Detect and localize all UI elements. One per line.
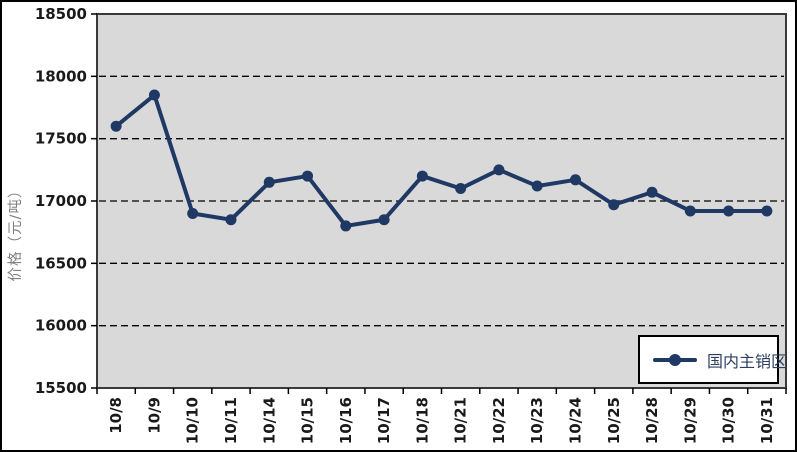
x-tick-label: 10/10 (184, 397, 202, 444)
data-point (225, 214, 237, 226)
x-tick-label: 10/25 (605, 397, 623, 444)
x-tick-label: 10/18 (413, 397, 431, 444)
x-tick-label: 10/24 (566, 397, 584, 444)
legend-point-icon (669, 353, 681, 366)
y-tick-label: 18000 (35, 67, 87, 85)
x-tick-label: 10/9 (145, 397, 163, 434)
y-tick-label: 17000 (35, 192, 87, 210)
x-tick-label: 10/8 (107, 397, 125, 434)
data-point (531, 180, 543, 192)
x-tick-label: 10/17 (375, 397, 393, 444)
x-tick-label: 10/15 (299, 397, 317, 444)
legend-line-marker-icon (653, 353, 697, 366)
x-tick-label: 10/14 (260, 397, 278, 444)
data-point (608, 199, 620, 211)
y-tick-label: 15500 (35, 379, 87, 397)
data-point (110, 120, 122, 132)
data-point (378, 214, 390, 226)
data-point (416, 170, 428, 182)
data-point (646, 186, 658, 198)
price-line (114, 93, 769, 228)
data-point (455, 183, 467, 195)
x-tick-label: 10/29 (681, 397, 699, 444)
data-point (761, 205, 773, 217)
x-tick-label: 10/30 (720, 397, 738, 444)
data-point (684, 205, 696, 217)
y-tick-label: 17500 (35, 130, 87, 148)
y-tick-label: 16500 (35, 254, 87, 272)
x-tick-label: 10/21 (452, 397, 470, 444)
data-point (263, 176, 275, 188)
x-tick-label: 10/28 (643, 397, 661, 444)
data-point (187, 207, 199, 219)
x-tick-label: 10/11 (222, 397, 240, 444)
data-point (569, 174, 581, 186)
y-tick-label: 18500 (35, 5, 87, 23)
data-point (340, 220, 352, 232)
data-point (302, 170, 314, 182)
x-tick-label: 10/22 (490, 397, 508, 444)
x-tick-label: 10/23 (528, 397, 546, 444)
data-point (493, 164, 505, 176)
x-tick-label: 10/16 (337, 397, 355, 444)
y-tick-label: 16000 (35, 317, 87, 335)
data-point (148, 89, 160, 101)
y-axis-title: 价格（元/吨） (7, 183, 24, 282)
legend-label: 国内主销区 (707, 351, 788, 371)
x-tick-label: 10/31 (758, 397, 776, 444)
legend: 国内主销区 (638, 335, 787, 384)
data-point (723, 205, 735, 217)
